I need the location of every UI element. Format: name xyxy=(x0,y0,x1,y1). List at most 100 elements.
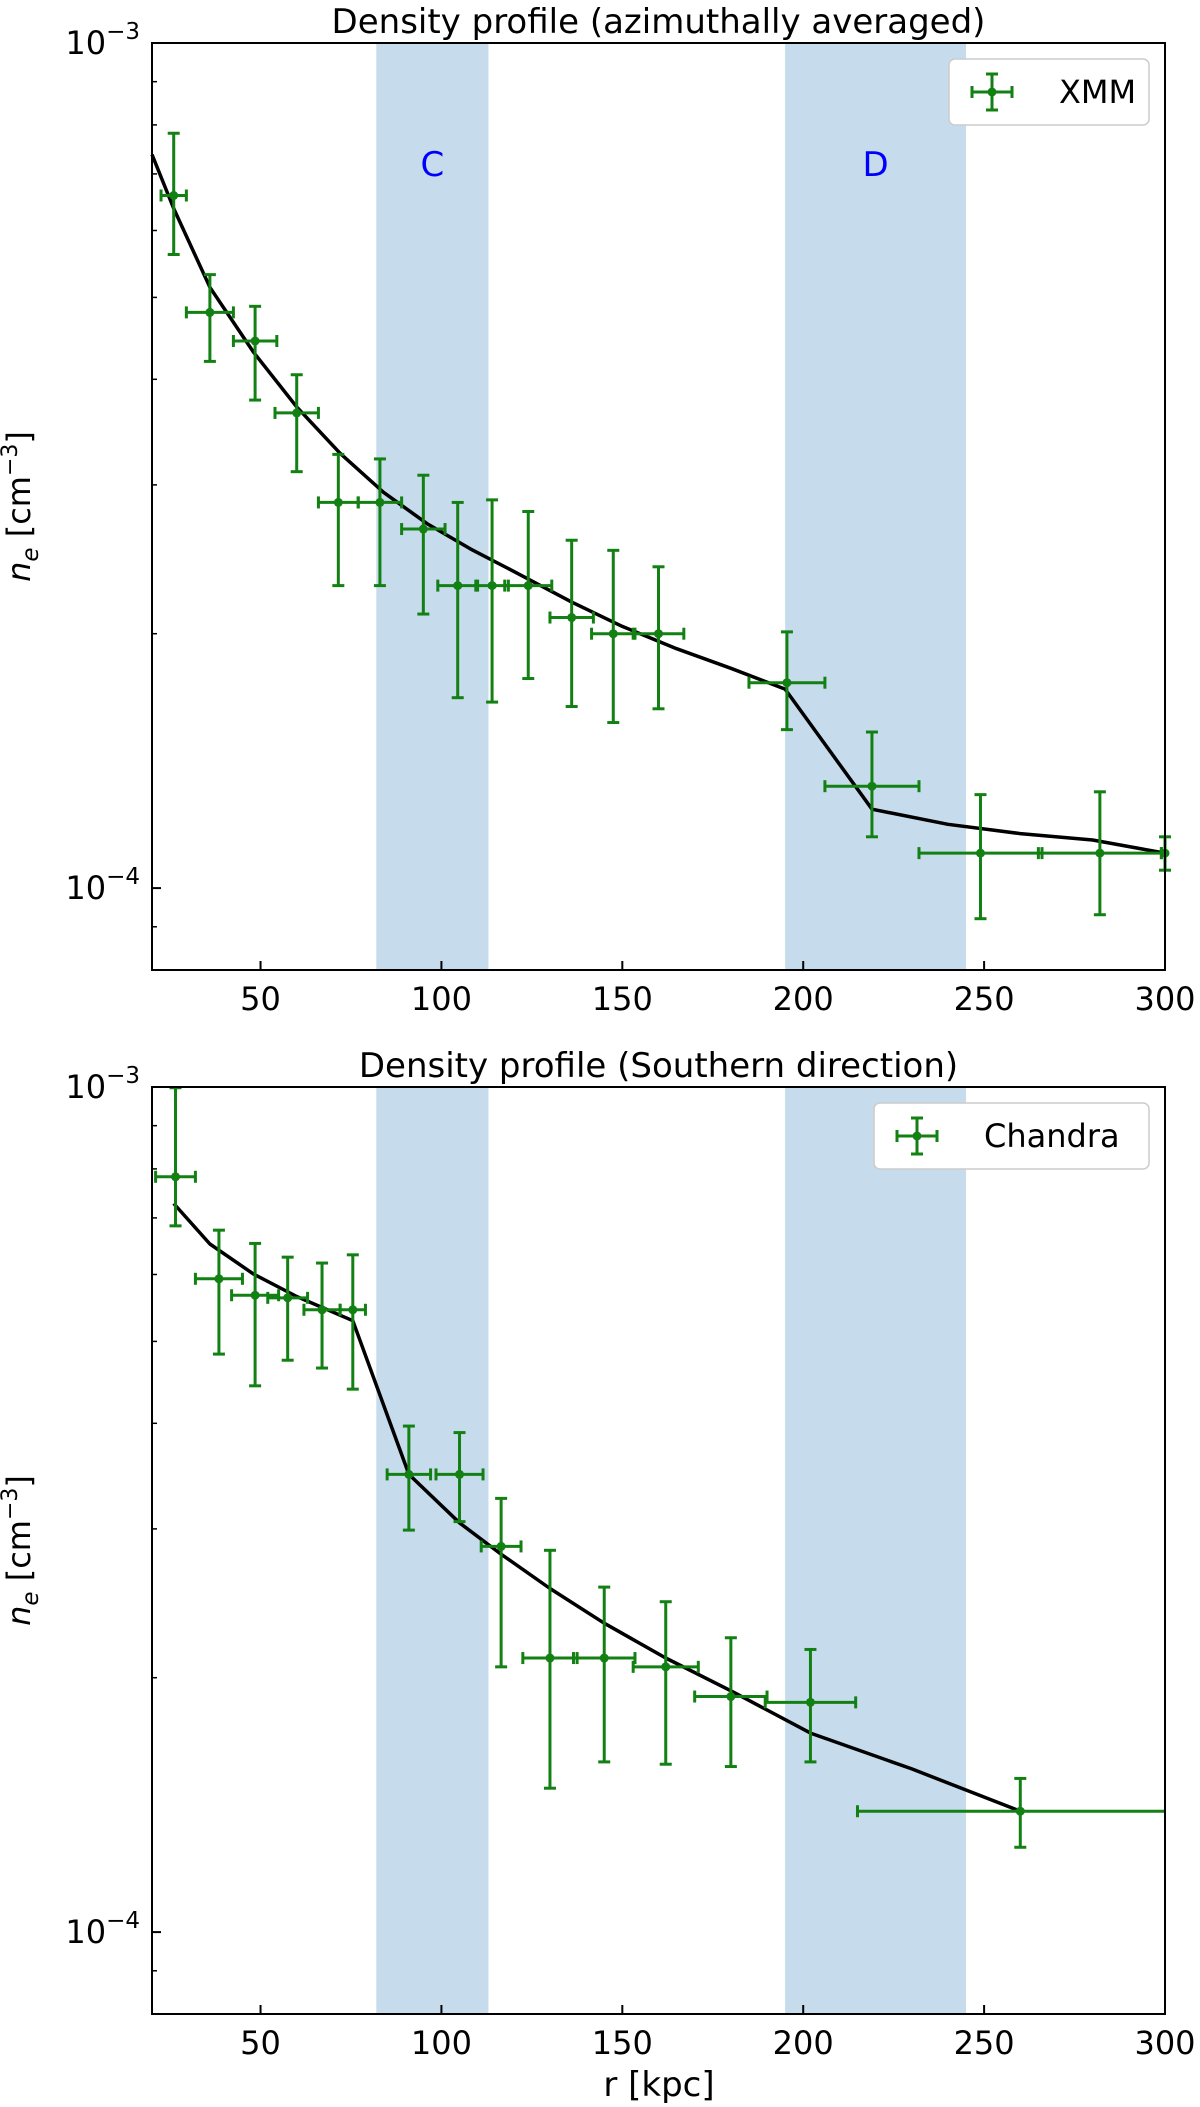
x-tick-label: 300 xyxy=(1134,980,1195,1018)
legend-box xyxy=(873,1102,1150,1170)
data-point xyxy=(159,131,188,256)
data-marker xyxy=(654,629,663,639)
data-point xyxy=(356,457,404,588)
data-point xyxy=(590,548,637,725)
data-marker xyxy=(250,336,260,346)
data-point xyxy=(338,1253,367,1391)
data-marker xyxy=(283,1293,293,1303)
band-c xyxy=(376,43,489,970)
data-marker xyxy=(455,1469,465,1479)
data-marker xyxy=(453,581,463,591)
data-point xyxy=(855,1776,1165,1849)
x-axis-ticks: 50 100 150 200 250 300 xyxy=(240,2005,1196,2062)
y-axis-label: ne [cm−3] xyxy=(0,431,44,582)
model-curve xyxy=(150,153,1166,855)
data-point xyxy=(571,1585,637,1764)
band-1 xyxy=(785,1087,967,2014)
data-point xyxy=(631,1600,700,1766)
x-tick-label: 150 xyxy=(592,2024,653,2062)
band-label: C xyxy=(421,145,445,185)
data-marker xyxy=(487,581,497,591)
legend-label: Chandra xyxy=(984,1117,1120,1155)
band-0 xyxy=(376,1087,489,2014)
data-marker xyxy=(599,1653,609,1663)
data-marker xyxy=(523,581,533,591)
data-marker xyxy=(1095,848,1105,858)
x-tick-label: 250 xyxy=(954,2024,1015,2062)
data-marker xyxy=(418,524,428,534)
data-marker xyxy=(250,1290,260,1300)
data-marker xyxy=(171,1172,181,1182)
data-point xyxy=(503,510,554,681)
data-marker xyxy=(205,307,215,317)
data-point xyxy=(434,1431,485,1524)
data-marker xyxy=(782,678,792,688)
legend-marker-icon xyxy=(895,1116,939,1156)
model-curve-group xyxy=(172,1202,1021,1813)
x-axis-ticks: 50 100 150 200 250 300 xyxy=(240,961,1196,1018)
data-marker xyxy=(317,1305,327,1315)
y-tick-label: 10−3 xyxy=(65,1063,140,1106)
data-marker xyxy=(333,497,343,507)
data-marker xyxy=(867,781,877,791)
legend-label: XMM xyxy=(1059,73,1136,111)
x-tick-label: 100 xyxy=(411,2024,472,2062)
data-marker xyxy=(661,1662,671,1672)
x-axis-label: r [kpc] xyxy=(603,2065,714,2105)
data-point xyxy=(231,304,279,402)
data-points-group xyxy=(154,1086,1165,1849)
data-marker xyxy=(404,1469,414,1479)
x-tick-label: 200 xyxy=(773,980,834,1018)
data-point xyxy=(385,1424,433,1532)
x-tick-label: 300 xyxy=(1134,2024,1195,2062)
data-point xyxy=(479,1496,523,1669)
data-point xyxy=(548,538,595,709)
data-marker xyxy=(169,191,179,201)
data-point xyxy=(302,1261,342,1370)
y-tick-label: 10−4 xyxy=(65,864,140,907)
model-curve xyxy=(172,1202,1021,1813)
data-marker xyxy=(348,1305,358,1315)
data-point xyxy=(154,1086,197,1228)
y-tick-label: 10−4 xyxy=(65,1908,140,1951)
data-marker xyxy=(608,629,618,639)
data-point xyxy=(266,1255,310,1362)
y-axis-label: ne [cm−3] xyxy=(0,1475,44,1626)
data-point xyxy=(631,565,686,711)
data-marker xyxy=(545,1653,555,1663)
x-tick-label: 100 xyxy=(411,980,472,1018)
legend: Chandra xyxy=(873,1102,1150,1170)
data-point xyxy=(693,1636,769,1769)
data-point xyxy=(184,273,235,363)
panel-southern: Density profile (Southern direction) 50 1… xyxy=(0,1046,1196,2062)
x-tick-label: 150 xyxy=(592,980,653,1018)
y-axis-ticks: 10−3 10−4 xyxy=(65,1063,161,1972)
panel-azimuthal: Density profile (azimuthally averaged) C… xyxy=(0,2,1196,1018)
data-point xyxy=(230,1241,281,1388)
band-d xyxy=(785,43,967,970)
model-curve-group xyxy=(150,153,1166,855)
panel-title: Density profile (azimuthally averaged) xyxy=(332,2,986,42)
shaded-bands xyxy=(376,1087,967,2014)
plot-frame xyxy=(151,1086,1166,2015)
y-axis-ticks: 10−3 10−4 xyxy=(65,19,161,928)
data-points-group xyxy=(159,131,1171,921)
x-tick-label: 200 xyxy=(773,2024,834,2062)
plot-frame xyxy=(151,42,1166,971)
x-tick-label: 50 xyxy=(240,980,281,1018)
data-point xyxy=(521,1548,579,1790)
data-point xyxy=(400,473,447,616)
x-tick-label: 50 xyxy=(240,2024,281,2062)
data-marker xyxy=(1015,1806,1025,1816)
data-marker xyxy=(496,1541,506,1551)
data-point xyxy=(747,630,827,732)
data-point xyxy=(1036,790,1163,917)
shaded-bands xyxy=(376,43,967,970)
data-point xyxy=(273,373,320,474)
legend-box xyxy=(948,58,1150,126)
y-tick-label: 10−3 xyxy=(65,19,140,62)
data-point xyxy=(474,498,510,704)
data-marker xyxy=(375,497,385,507)
